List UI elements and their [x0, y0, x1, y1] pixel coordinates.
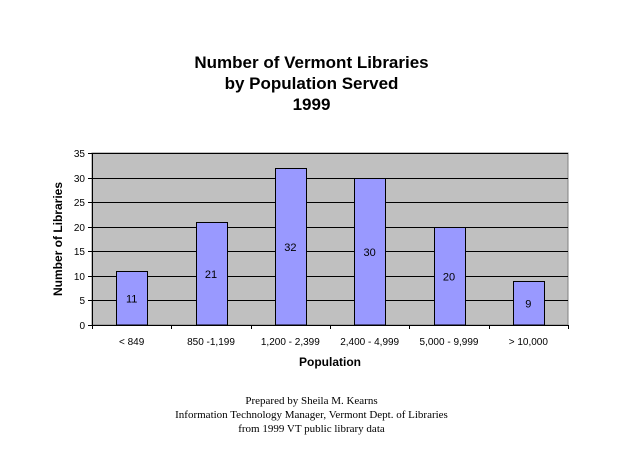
footer-line-1: Prepared by Sheila M. Kearns — [245, 395, 378, 407]
y-tick-label: 20 — [74, 223, 86, 234]
chart-title: Number of Vermont Libraries by Populatio… — [0, 52, 623, 115]
x-tick-label: 1,200 - 2,399 — [261, 337, 320, 348]
y-tick-label: 5 — [79, 296, 85, 307]
y-tick-label: 35 — [74, 149, 86, 160]
x-tick-label: > 10,000 — [509, 337, 549, 348]
bar-3 — [275, 168, 307, 326]
x-tick-label: 5,000 - 9,999 — [420, 337, 479, 348]
chart-title-line-1: Number of Vermont Libraries — [194, 53, 429, 72]
x-tick-label: 2,400 - 4,999 — [340, 337, 399, 348]
x-axis-title: Population — [299, 355, 361, 369]
bar-data-label: 30 — [364, 247, 376, 259]
bar-4 — [354, 178, 386, 326]
footer-line-2: Information Technology Manager, Vermont … — [175, 409, 448, 421]
footer-line-3: from 1999 VT public library data — [238, 423, 385, 435]
y-tick-label: 15 — [74, 247, 86, 258]
y-tick-label: 30 — [74, 174, 86, 185]
y-tick-label: 10 — [74, 272, 86, 283]
bar-data-label: 9 — [525, 298, 531, 310]
bar-data-label: 20 — [443, 271, 455, 283]
bar-data-label: 21 — [205, 269, 217, 281]
y-tick-label: 0 — [79, 321, 85, 332]
bar-6 — [513, 281, 545, 326]
x-tick-label: 850 -1,199 — [187, 337, 235, 348]
chart-title-line-2: by Population Served — [224, 74, 399, 93]
bar-data-label: 11 — [126, 293, 137, 305]
bar-2 — [196, 222, 228, 326]
y-axis-title: Number of Libraries — [51, 182, 65, 296]
chart-title-line-3: 1999 — [292, 95, 331, 114]
y-tick-label: 25 — [74, 198, 86, 209]
bar-1 — [116, 271, 148, 326]
footer-credits: Prepared by Sheila M. Kearns Information… — [0, 394, 623, 436]
bar-5 — [434, 227, 466, 326]
x-tick-label: < 849 — [119, 337, 145, 348]
bar-data-label: 32 — [284, 242, 296, 254]
plot-area — [91, 152, 569, 326]
